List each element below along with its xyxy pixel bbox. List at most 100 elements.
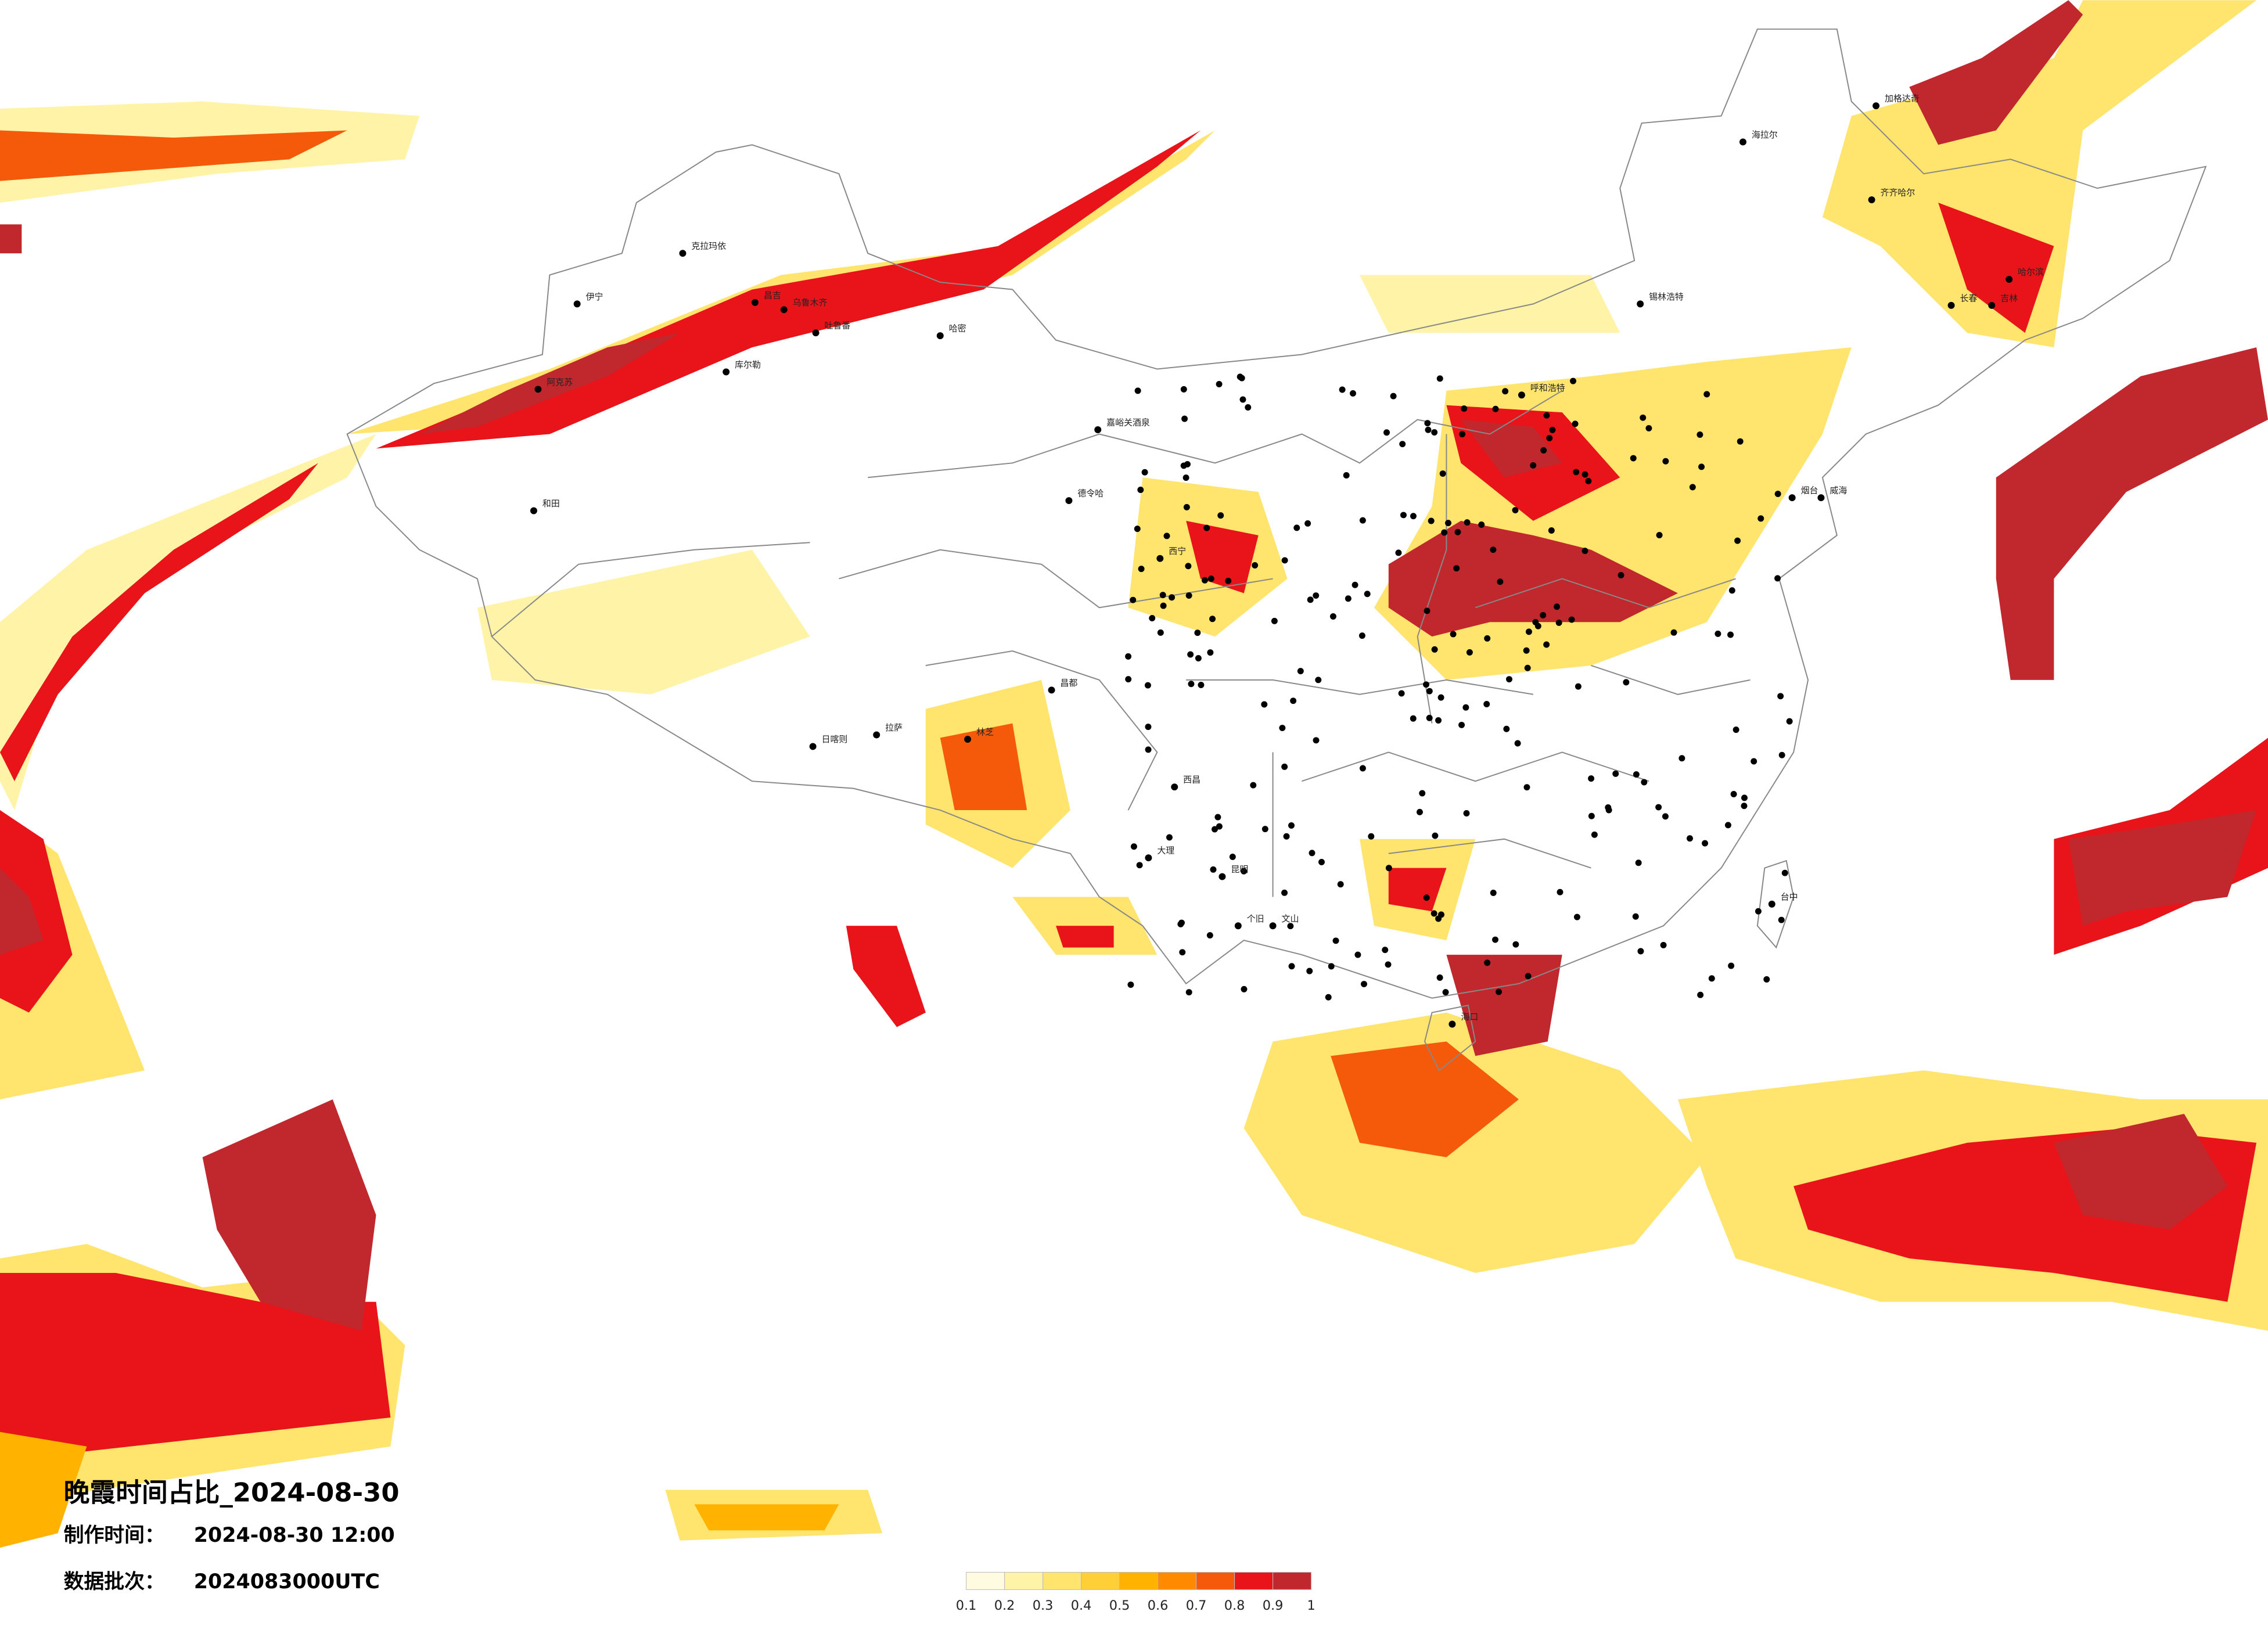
city-dot: [1283, 833, 1290, 840]
legend-tick-label: 0.6: [1148, 1598, 1169, 1613]
city-dot: [1441, 529, 1448, 536]
city-dot: [1337, 881, 1344, 888]
city-dot: [1549, 426, 1556, 433]
legend: 0.1 0.2 0.3 0.4 0.5 0.6 0.7 0.8 0.9 1: [956, 1571, 1315, 1613]
legend-tick-label: 0.4: [1071, 1598, 1092, 1613]
city-dot: [1612, 770, 1619, 777]
city-dot: [1431, 646, 1438, 653]
heat-area: [477, 549, 810, 695]
city-dot: [1430, 910, 1437, 917]
city-dot: [1532, 618, 1539, 625]
city-dot: [1570, 377, 1577, 384]
city-dot: [1261, 826, 1268, 833]
city-dot: [1281, 557, 1288, 564]
city-dot: [1424, 607, 1430, 614]
city-dot: [1426, 714, 1433, 721]
city-dot: [1543, 412, 1550, 419]
city-label: 西宁: [1169, 546, 1186, 556]
city-dot: [1464, 519, 1471, 526]
city-dot: [1730, 791, 1737, 797]
heat-area: [1388, 520, 1678, 637]
city-dot: [1786, 718, 1793, 725]
city-dot: [1778, 916, 1785, 923]
city-dot: [1416, 808, 1423, 815]
city-dot: [1525, 628, 1532, 635]
city-dot: [1428, 517, 1435, 524]
city-dot: [1410, 715, 1417, 722]
city-dot: [1585, 477, 1592, 484]
city-dot: [1185, 989, 1192, 996]
city-dot: [1697, 991, 1704, 998]
city-dot: [752, 298, 759, 306]
city-dot: [1214, 814, 1221, 821]
city-dot: [1774, 575, 1781, 582]
heat-area: [1388, 868, 1447, 912]
heat-area: [2068, 810, 2257, 926]
city-dot: [812, 329, 820, 337]
city-dot: [1352, 581, 1358, 588]
city-dot: [1582, 471, 1588, 478]
city-dot: [1868, 196, 1875, 204]
city-dot: [1656, 532, 1663, 538]
city-dot: [1463, 810, 1470, 816]
legend-tick-label: 0.8: [1224, 1598, 1245, 1613]
city-dot: [1445, 520, 1451, 527]
borders: [346, 28, 2207, 1071]
city-dot: [1329, 613, 1336, 620]
city-dot: [1572, 420, 1579, 427]
city-dot: [1309, 850, 1315, 857]
city-dot: [1588, 775, 1595, 782]
city-dot: [1605, 804, 1612, 811]
city-dot: [1436, 974, 1443, 981]
city-dot: [1436, 375, 1443, 382]
city-dot: [1166, 834, 1173, 841]
city-dot: [1530, 462, 1537, 469]
heat-area: [419, 333, 680, 434]
city-dot: [1313, 592, 1320, 599]
city-dot: [1546, 434, 1553, 441]
city-label: 拉萨: [885, 722, 903, 733]
city-dot: [1293, 524, 1300, 531]
city-label: 伊宁: [586, 292, 603, 302]
city-dot: [1431, 429, 1438, 436]
city-dot: [1163, 533, 1170, 539]
heat-area: [1996, 347, 2268, 680]
city-dot: [1185, 563, 1192, 570]
city-dot: [1350, 390, 1356, 397]
city-label: 威海: [1830, 485, 1847, 496]
legend-swatch: [1004, 1571, 1044, 1590]
city-label: 和田: [542, 498, 560, 509]
city-label: 吐鲁番: [825, 321, 851, 331]
city-dot: [1458, 721, 1465, 728]
city-dot: [1206, 932, 1213, 939]
city-dot: [1271, 617, 1278, 624]
city-dot: [1739, 138, 1746, 146]
city-dot: [1325, 994, 1332, 1001]
heat-area: [1360, 275, 1620, 333]
city-dot: [1555, 619, 1562, 626]
city-dot: [1141, 469, 1148, 476]
city-dot: [1065, 497, 1073, 505]
legend-swatch: [1158, 1571, 1197, 1590]
city-dot: [1383, 429, 1390, 436]
city-dot: [1339, 386, 1346, 393]
city-dot: [1774, 490, 1781, 497]
city-label: 文山: [1282, 913, 1299, 924]
legend-swatch: [1196, 1571, 1235, 1590]
city-dot: [1575, 683, 1582, 690]
city-dot: [1216, 823, 1223, 830]
city-dot: [1426, 688, 1433, 695]
city-dot: [1144, 682, 1151, 689]
city-dot: [1514, 740, 1521, 747]
city-dot: [1399, 441, 1406, 448]
city-dot: [780, 306, 788, 314]
city-dot: [1438, 911, 1444, 918]
city-dot: [1136, 862, 1143, 869]
city-dot: [1763, 976, 1770, 983]
city-label: 库尔勒: [735, 359, 761, 370]
city-dot: [1359, 517, 1366, 524]
city-label: 德令哈: [1077, 488, 1104, 499]
city-label: 个旧: [1247, 913, 1264, 924]
city-dot: [1395, 549, 1402, 556]
